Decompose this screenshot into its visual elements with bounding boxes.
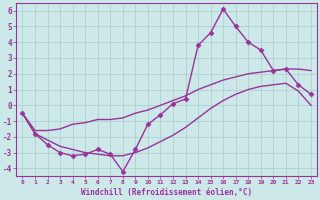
X-axis label: Windchill (Refroidissement éolien,°C): Windchill (Refroidissement éolien,°C) — [81, 188, 252, 197]
